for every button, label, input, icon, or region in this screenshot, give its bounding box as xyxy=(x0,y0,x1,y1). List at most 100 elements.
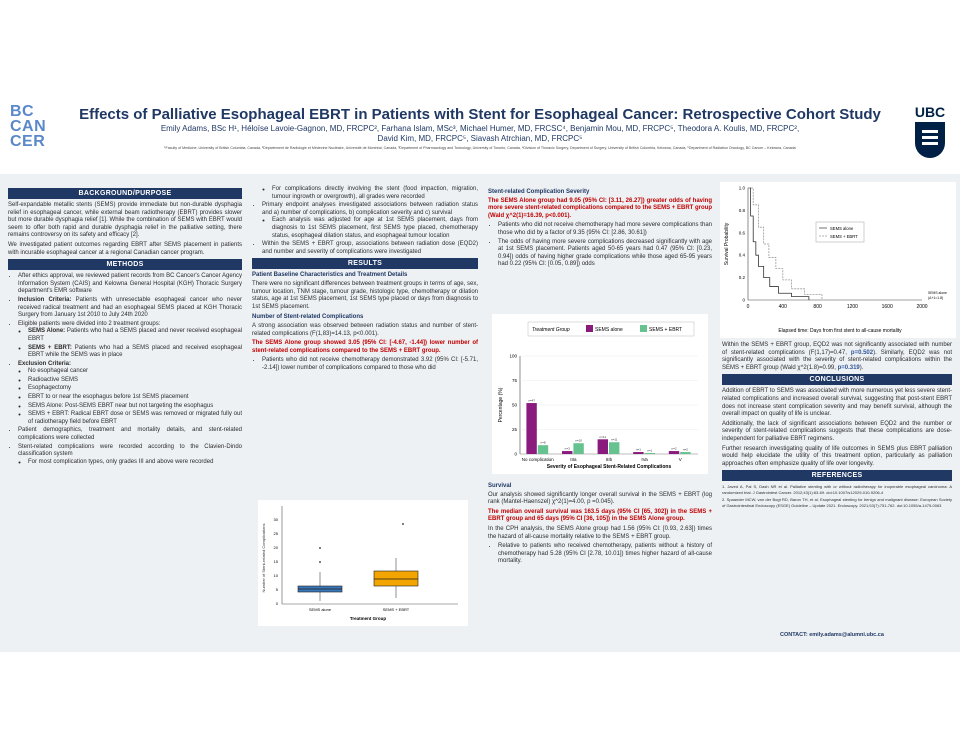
clavien-text: Stent-related complications were recorde… xyxy=(18,443,242,458)
exclusion-item: EBRT to or near the esophagus before 1st… xyxy=(28,394,242,402)
section-header-references: REFERENCES xyxy=(722,470,952,482)
grade-item: For complications directly involving the… xyxy=(272,186,478,201)
results-subheading: Patient Baseline Characteristics and Tre… xyxy=(252,272,408,279)
adjustment-item: Each analysis was adjusted for age at 1s… xyxy=(272,217,478,240)
groups-text: Eligible patients were divided into 2 tr… xyxy=(18,320,161,327)
bar-sems-alone xyxy=(526,403,537,454)
exclusion-item: No esophageal cancer xyxy=(28,368,242,376)
background-paragraph-1: Self-expandable metallic stents (SEMS) p… xyxy=(8,202,242,239)
bar-sems-alone xyxy=(597,439,608,454)
conclusion-paragraph: Further research investigating quality o… xyxy=(722,445,952,467)
contact-email[interactable]: CONTACT: emily.adams@alumni.ubc.ca xyxy=(780,632,884,638)
bar-y-label: Percentage (%) xyxy=(498,387,504,422)
column-1: BACKGROUND/PURPOSE Self-expandable metal… xyxy=(8,186,242,626)
logo-line-1: BC xyxy=(10,103,35,120)
reference-item: 2. Spaander MCW, van der Bogt RD, Baron … xyxy=(722,497,952,508)
bar-category: IVa xyxy=(641,457,648,462)
methods-item: Stent-related complications were recorde… xyxy=(18,444,242,467)
km-x-tick: 1600 xyxy=(882,304,893,310)
section-header-conclusions: CONCLUSIONS xyxy=(722,374,952,386)
outlier-point xyxy=(319,561,321,563)
eqd2-text: ). Similarly, EQD2 was not significantly… xyxy=(722,349,953,371)
box-plot-category: SEMS + EBRT xyxy=(383,607,410,612)
bar-y-tick: 25 xyxy=(512,427,518,432)
box-plot-y-tick: 10 xyxy=(274,573,279,578)
box-plot-y-tick: 5 xyxy=(276,587,279,592)
ubc-logo: UBC xyxy=(908,104,952,158)
methods-item: Patient demographics, treatment and mort… xyxy=(18,427,242,442)
complications-highlight: The SEMS Alone group showed 3.05 (95% CI… xyxy=(252,340,478,354)
km-x-tick: 400 xyxy=(779,304,788,310)
affiliations: ¹Faculty of Medicine, University of Brit… xyxy=(164,146,796,150)
bar-sems-ebrt xyxy=(680,452,691,454)
cph-paragraph: In the CPH analysis, the SEMS Alone grou… xyxy=(488,525,712,540)
methods-item: After ethics approval, we reviewed patie… xyxy=(18,273,242,296)
endpoint-text: Primary endpoint analyses investigated a… xyxy=(262,202,478,216)
poster-header xyxy=(0,90,960,174)
km-legend-label: SEMS + EBRT xyxy=(830,234,858,239)
bar-data-label: n=3 xyxy=(565,447,570,451)
bar-x-label: Severity of Esophageal Stent-Related Com… xyxy=(547,464,672,470)
grade-item: For most complication types, only grades… xyxy=(28,459,242,467)
chemo-hazard-item: Relative to patients who received chemot… xyxy=(498,543,712,566)
bar-sems-alone xyxy=(633,452,644,454)
box-plot-background xyxy=(258,500,468,626)
exclusion-item: Radioactive SEMS xyxy=(28,377,242,385)
group-item: SEMS + EBRT: Patients who had a SEMS pla… xyxy=(28,345,242,360)
methods-item: Inclusion Criteria: Patients with unrese… xyxy=(18,297,242,320)
km-curve-sems-alone xyxy=(748,187,810,300)
km-y-tick: 0.8 xyxy=(739,208,746,213)
bar-y-tick: 50 xyxy=(512,403,518,408)
survival-section: Survival Our analysis showed significant… xyxy=(488,480,712,567)
bar-sems-alone xyxy=(668,451,680,454)
bar-data-label: n=47 xyxy=(528,399,535,403)
bar-legend-swatch xyxy=(640,325,647,332)
km-side-label: SEMS alone xyxy=(928,291,947,295)
bc-cancer-logo: BC CAN CER xyxy=(10,103,46,150)
km-x-tick: 800 xyxy=(813,304,822,310)
km-y-tick: 0.6 xyxy=(739,230,746,235)
bar-sems-ebrt xyxy=(573,443,584,454)
km-y-tick: 0 xyxy=(742,298,745,303)
bar-y-tick: 75 xyxy=(512,378,518,383)
bar-category: IIIa xyxy=(570,457,577,462)
eqd2-text: ). xyxy=(859,364,864,371)
exclusion-item: SEMS + EBRT: Radical EBRT dose or SEMS w… xyxy=(28,411,242,426)
box-sems-ebrt xyxy=(373,570,419,587)
bar-data-label: n=10 xyxy=(575,439,582,443)
box-plot-y-label: Number of Stent-related Complications xyxy=(261,524,266,593)
column-2: For complications directly involving the… xyxy=(252,186,478,373)
conclusion-paragraph: Additionally, the lack of significant as… xyxy=(722,420,952,442)
group-label: SEMS + EBRT: xyxy=(28,344,72,351)
bar-category: V xyxy=(679,457,682,462)
endpoint-item: Primary endpoint analyses investigated a… xyxy=(262,202,478,240)
box-plot-category: SEMS alone xyxy=(309,607,332,612)
column-4: Within the SEMS + EBRT group, EQD2 was n… xyxy=(722,342,952,510)
km-x-tick: 0 xyxy=(747,304,750,310)
bar-data-label: n=2 xyxy=(671,447,676,451)
poster-title: Effects of Palliative Esophageal EBRT in… xyxy=(79,106,881,123)
ubc-shield-icon xyxy=(915,122,945,158)
group-text: Patients who had a SEMS placed and never… xyxy=(28,328,242,342)
exclusion-label: Exclusion Criteria: xyxy=(18,360,72,367)
group-text: Patients who had a SEMS placed and recei… xyxy=(28,344,242,359)
severity-highlight: The SEMS Alone group had 9.05 (95% CI: [… xyxy=(488,197,712,219)
bar-data-label: n=1 xyxy=(636,448,641,452)
eqd2-paragraph: Within the SEMS + EBRT group, EQD2 was n… xyxy=(722,342,952,372)
bar-category: No complication xyxy=(522,457,555,462)
severity-heading: Stent-related Complication Severity xyxy=(488,189,590,195)
bar-data-label: n=1 xyxy=(647,449,652,453)
km-curve-sems-ebrt xyxy=(748,187,823,300)
section-header-background: BACKGROUND/PURPOSE xyxy=(8,188,242,199)
km-legend xyxy=(815,221,865,243)
km-survival-chart: 0 0.2 0.4 0.6 0.8 1.0 0 400 800 1200 1600 2000 Surv… xyxy=(720,182,956,338)
bar-data-label: n=11 xyxy=(600,435,607,439)
bar-legend xyxy=(527,321,695,337)
survival-highlight: The median overall survival was 163.5 da… xyxy=(488,508,712,523)
km-x-tick: 1200 xyxy=(847,304,858,310)
results-subheading: Number of Stent-related Complications xyxy=(252,314,364,321)
outlier-point xyxy=(402,523,404,525)
km-x-label: Elapsed time: Days from first stent to a… xyxy=(778,328,902,334)
bar-y-tick: 100 xyxy=(509,354,517,359)
box-plot-y-tick: 30 xyxy=(274,517,279,522)
